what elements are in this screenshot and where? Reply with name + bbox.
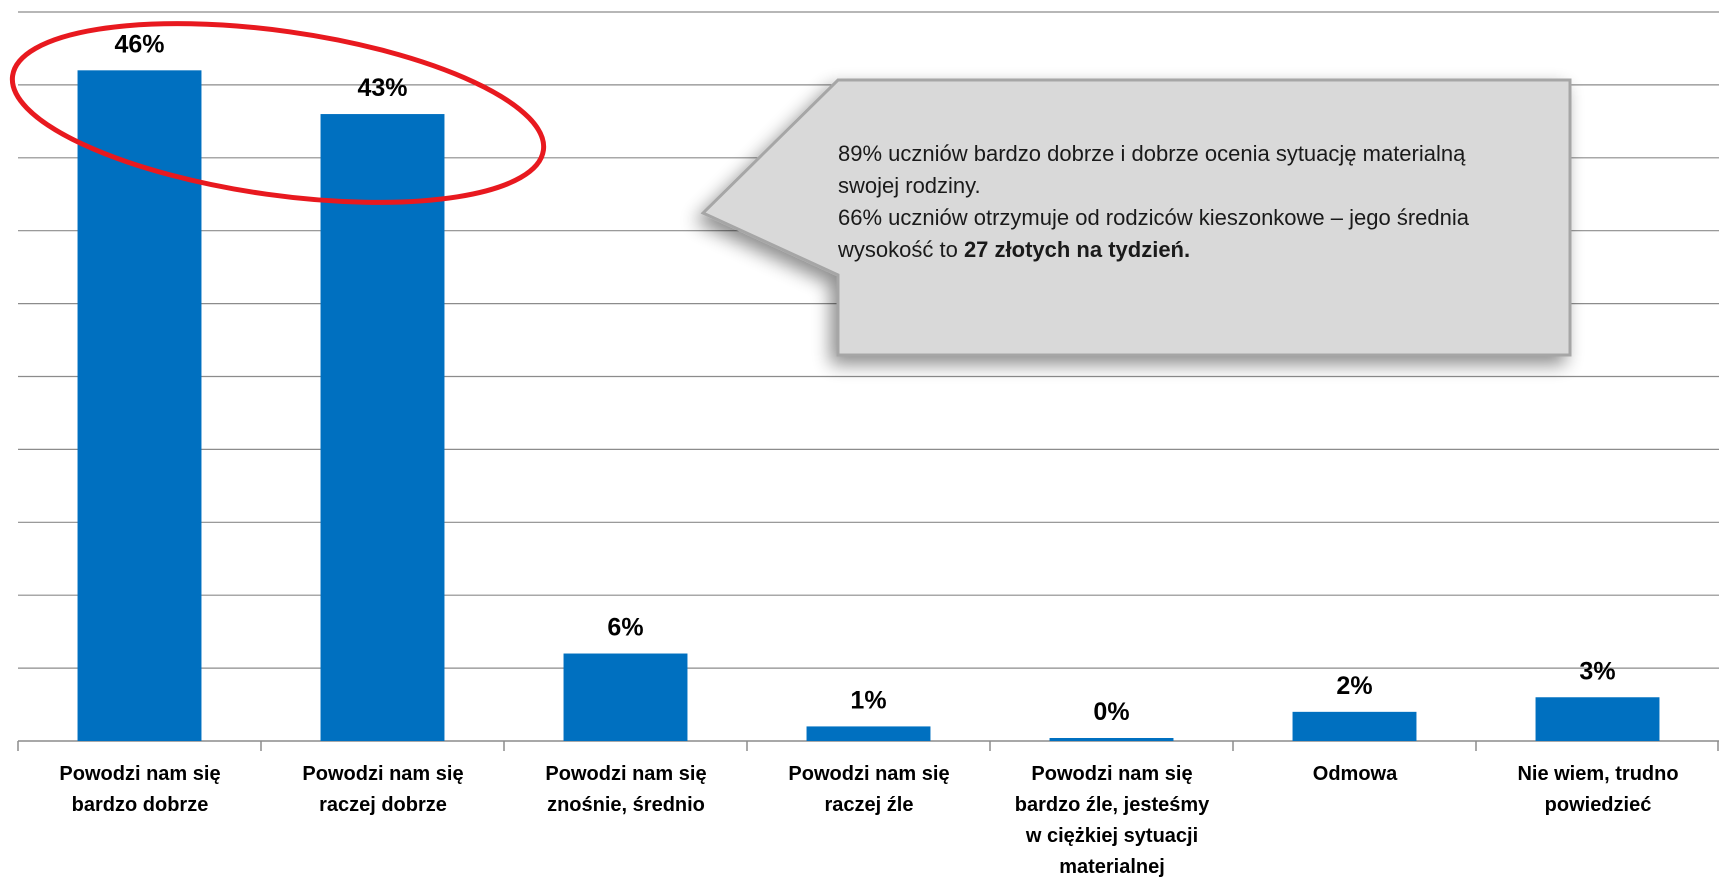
x-tick-label: Powodzi nam się bardzo źle, jesteśmy w c… [1014,763,1210,878]
data-label: 2% [1336,672,1372,700]
callout-text: 89% uczniów bardzo dobrze i dobrze oceni… [838,138,1518,266]
callout-line-2-text: 66% uczniów otrzymuje od rodziców kieszo… [838,205,1469,262]
x-tick-label: Powodzi nam się raczej dobrze [302,763,464,816]
callout-box [700,78,1572,357]
x-tick-label: Powodzi nam się znośnie, średnio [545,763,707,816]
x-tick-label: Powodzi nam się bardzo dobrze [59,763,221,816]
bar [77,70,202,741]
data-label: 3% [1579,657,1615,685]
bar [806,726,931,741]
bar [563,653,688,741]
bar [1292,711,1417,741]
bars [77,70,1660,741]
data-labels: 46% 43% 6% 1% 0% 2% 3% [114,30,1615,726]
data-label: 0% [1093,698,1129,726]
x-tick-label: Nie wiem, trudno powiedzieć [1517,763,1679,816]
bar [1535,697,1660,741]
data-label: 6% [607,614,643,642]
highlight-ellipse [9,21,547,205]
x-tick-label: Odmowa [1312,763,1398,785]
bar [320,114,445,741]
x-tick-label: Powodzi nam się raczej źle [788,763,950,816]
x-axis-ticks [17,741,1719,751]
callout-line-2-bold: 27 złotych na tydzień. [963,237,1191,262]
bar [1049,738,1174,741]
data-label: 46% [114,30,164,58]
data-label: 43% [357,74,407,102]
callout-line-1: 89% uczniów bardzo dobrze i dobrze oceni… [838,141,1466,198]
callout-line-2: 66% uczniów otrzymuje od rodziców kieszo… [838,202,1518,266]
data-label: 1% [850,686,886,714]
